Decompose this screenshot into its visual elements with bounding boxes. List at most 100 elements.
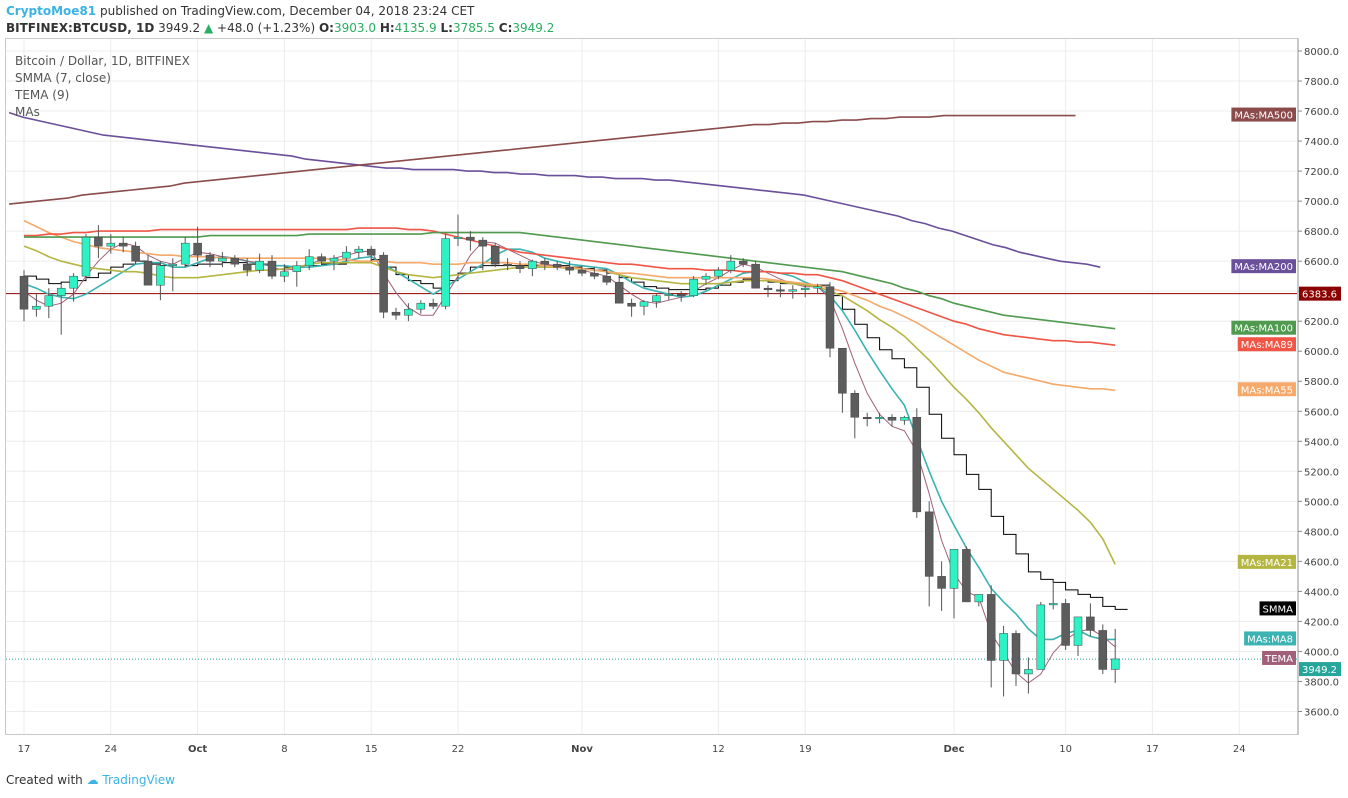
last-price: 3949.2 xyxy=(158,21,201,35)
y-tick-label: 3600.0 xyxy=(1304,707,1339,718)
y-tick-label: 6200.0 xyxy=(1304,317,1339,328)
candle-body xyxy=(304,256,314,266)
candle-body xyxy=(937,576,946,589)
tradingview-logo-icon: ☁ xyxy=(86,773,99,787)
close-value: 3949.2 xyxy=(512,21,555,35)
candle-body xyxy=(999,633,1008,661)
y-tick-label: 4600.0 xyxy=(1304,557,1339,568)
candle-body xyxy=(515,265,525,269)
candle-body xyxy=(168,263,178,266)
author-link[interactable]: CryptoMoe81 xyxy=(6,4,97,18)
series-tag-ma100: MAs:MA100 xyxy=(1234,324,1293,335)
level-tag: 6383.6 xyxy=(1302,290,1337,301)
y-tick-label: 6800.0 xyxy=(1304,227,1339,238)
candle-body xyxy=(800,287,810,290)
x-tick-label: Nov xyxy=(571,744,593,755)
candle-body xyxy=(218,257,227,262)
y-tick-label: 6600.0 xyxy=(1304,257,1339,268)
candle-body xyxy=(627,302,636,307)
series-line-ma89 xyxy=(24,227,1116,346)
y-tick-label: 4000.0 xyxy=(1304,647,1339,658)
y-tick-label: 5400.0 xyxy=(1304,437,1339,448)
candle-body xyxy=(428,302,438,307)
candle-body xyxy=(1098,630,1108,670)
x-tick-label: 24 xyxy=(1233,744,1246,755)
chart-legend: Bitcoin / Dollar, 1D, BITFINEX SMMA (7, … xyxy=(15,53,190,121)
candle-body xyxy=(32,305,41,310)
candle-body xyxy=(776,289,785,292)
y-tick-label: 3800.0 xyxy=(1304,677,1339,688)
candle-body xyxy=(1048,603,1058,606)
candle-body xyxy=(503,263,512,266)
high-label: H: xyxy=(379,21,395,35)
candle-body xyxy=(1073,616,1083,646)
candle-body xyxy=(441,238,450,307)
candle-body xyxy=(416,302,426,310)
candle-body xyxy=(590,272,599,277)
candle-body xyxy=(838,347,847,394)
candle-body xyxy=(205,254,215,262)
chart-area[interactable] xyxy=(5,38,1298,735)
series-tag-bg xyxy=(1259,601,1296,616)
candle-body xyxy=(156,265,165,286)
candle-body xyxy=(366,248,376,256)
candle-body xyxy=(354,248,364,253)
y-tick-label: 7600.0 xyxy=(1304,107,1339,118)
x-tick-label: 22 xyxy=(452,744,465,755)
candle-body xyxy=(44,295,54,307)
symbol-name: BITFINEX:BTCUSD, 1D xyxy=(6,21,155,35)
open-label: O: xyxy=(318,21,334,35)
legend-tema[interactable]: TEMA (9) xyxy=(15,88,70,102)
x-tick-label: 15 xyxy=(365,744,378,755)
y-tick-label: 6000.0 xyxy=(1304,347,1339,358)
candle-body xyxy=(317,256,326,262)
candle-body xyxy=(887,417,897,421)
candle-body xyxy=(404,308,413,316)
x-tick-label: 24 xyxy=(104,744,117,755)
up-arrow-icon: ▲ xyxy=(203,21,214,35)
low-value: 3785.5 xyxy=(452,21,495,35)
candle-body xyxy=(478,239,488,247)
candle-body xyxy=(751,263,760,289)
candle-body xyxy=(813,286,822,289)
series-tag-bg xyxy=(1237,337,1296,352)
legend-smma[interactable]: SMMA (7, close) xyxy=(15,71,111,85)
candle-body xyxy=(701,275,711,280)
candle-body xyxy=(1011,633,1021,675)
candle-body xyxy=(614,281,624,304)
level-tag-bg xyxy=(1299,286,1341,301)
symbol-line: BITFINEX:BTCUSD, 1D 3949.2 ▲ +48.0 (+1.2… xyxy=(6,21,554,35)
y-tick-label: 7400.0 xyxy=(1304,137,1339,148)
candle-body xyxy=(255,260,264,271)
series-tag-bg xyxy=(1262,650,1296,665)
x-tick-label: 10 xyxy=(1059,744,1072,755)
tradingview-link[interactable]: TradingView xyxy=(102,773,175,787)
legend-mas[interactable]: MAs xyxy=(15,105,40,119)
y-tick-label: 5000.0 xyxy=(1304,497,1339,508)
candle-body xyxy=(639,301,649,307)
candle-body xyxy=(391,311,401,316)
candle-body xyxy=(763,287,773,290)
candle-body xyxy=(726,260,736,271)
candle-body xyxy=(540,260,550,265)
candle-body xyxy=(986,594,996,661)
candle-body xyxy=(689,278,698,296)
candle-body xyxy=(342,251,351,259)
candle-body xyxy=(292,265,302,272)
candle-body xyxy=(900,417,909,421)
series-tag-smma: SMMA xyxy=(1263,604,1294,615)
y-tick-label: 7200.0 xyxy=(1304,167,1339,178)
open-value: 3903.0 xyxy=(333,21,376,35)
price-axis[interactable] xyxy=(1298,38,1345,735)
candle-body xyxy=(267,260,277,277)
x-tick-label: 17 xyxy=(18,744,31,755)
series-tag-ma200: MAs:MA200 xyxy=(1234,262,1293,273)
series-tag-bg xyxy=(1244,631,1296,646)
candle-body xyxy=(230,257,240,265)
publish-line: CryptoMoe81 published on TradingView.com… xyxy=(6,4,474,18)
high-value: 4135.9 xyxy=(394,21,437,35)
candle-body xyxy=(652,295,661,302)
series-tag-tema: TEMA xyxy=(1264,654,1293,665)
candle-body xyxy=(280,271,289,277)
